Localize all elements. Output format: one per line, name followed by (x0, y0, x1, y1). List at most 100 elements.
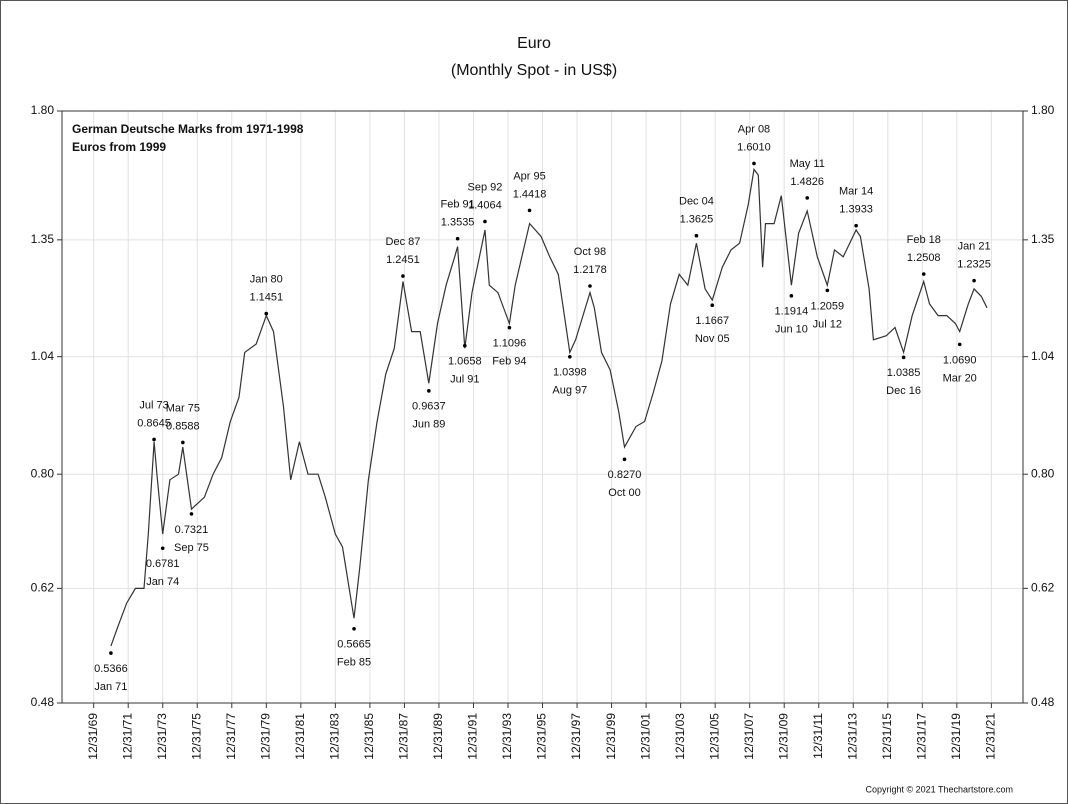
annotation-value: 1.3535 (441, 217, 475, 229)
annotation-point (622, 457, 627, 462)
y-tick-label: 0.48 (31, 695, 55, 709)
annotation-date: Dec 16 (886, 385, 921, 397)
x-tick-label: 12/31/11 (811, 713, 825, 759)
annotation-point (181, 440, 185, 445)
annotation-value: 1.3933 (839, 204, 873, 216)
annotation-point (189, 512, 194, 516)
annotation-value: 1.3625 (680, 214, 714, 226)
x-tick-label: 12/31/81 (293, 713, 307, 760)
chart-subtitle: (Monthly Spot - in US$) (451, 62, 617, 79)
annotation-point (957, 342, 962, 347)
annotation-point (483, 219, 487, 224)
x-tick-label: 12/31/93 (500, 713, 514, 760)
x-tick-label: 12/31/03 (673, 713, 687, 760)
annotation-date: Jan 74 (146, 576, 179, 588)
annotation-value: 1.4826 (790, 176, 824, 188)
x-tick-label: 12/31/79 (258, 713, 272, 760)
annotation-value: 1.0398 (553, 367, 587, 379)
y-tick-label: 0.80 (31, 466, 55, 480)
annotation-value: 0.5665 (337, 639, 371, 651)
annotation-point (694, 233, 699, 238)
y2-tick-label: 0.62 (1031, 581, 1055, 595)
x-tick-label: 12/31/99 (604, 713, 618, 760)
x-tick-label: 12/31/69 (86, 713, 100, 760)
annotation-value: 1.0385 (887, 367, 921, 379)
annotation-point (901, 355, 906, 360)
note: German Deutsche Marks from 1971-1998 (72, 122, 304, 136)
x-tick-label: 12/31/01 (638, 713, 652, 760)
annotation-value: 1.0690 (943, 354, 977, 366)
note: Euros from 1999 (72, 140, 166, 154)
annotation-date: Aug 97 (552, 385, 587, 397)
annotation-date: Jan 71 (94, 681, 127, 693)
annotation-point (264, 311, 269, 316)
annotation-date: Feb 94 (492, 356, 526, 368)
annotation-point (854, 223, 858, 228)
annotation-value: 0.7321 (175, 524, 209, 536)
annotation-value: 0.8270 (608, 469, 642, 481)
x-tick-label: 12/31/13 (845, 713, 859, 760)
x-tick-label: 12/31/87 (397, 713, 411, 760)
y-tick-label: 1.80 (31, 103, 55, 117)
annotation-point (805, 196, 810, 200)
annotation-value: 0.9637 (412, 401, 446, 413)
annotation-value: 0.6781 (146, 558, 180, 570)
y2-tick-label: 1.04 (1031, 349, 1055, 363)
y-tick-label: 1.04 (31, 349, 55, 363)
annotation-date: Sep 92 (468, 181, 503, 193)
y2-tick-label: 1.80 (1031, 103, 1055, 117)
x-tick-label: 12/31/97 (569, 713, 583, 760)
annotation-point (455, 236, 460, 241)
x-tick-label: 12/31/73 (155, 713, 169, 760)
annotation-point (588, 284, 592, 288)
x-tick-label: 12/31/09 (776, 713, 790, 760)
annotation-value: 1.1096 (493, 338, 527, 350)
annotation-point (507, 325, 512, 330)
y2-tick-label: 1.35 (1031, 232, 1055, 246)
annotation-date: Mar 14 (839, 186, 873, 198)
annotation-point (152, 437, 156, 442)
annotation-point (109, 651, 113, 655)
annotation-value: 1.1667 (695, 315, 729, 327)
annotation-point (921, 272, 926, 276)
annotation-value: 1.1451 (249, 291, 283, 303)
x-tick-label: 12/31/85 (362, 713, 376, 760)
annotation-value: 1.4064 (468, 199, 502, 211)
plot-area (61, 110, 1024, 704)
annotation-date: Nov 05 (695, 333, 730, 345)
annotation-date: Jul 73 (139, 399, 168, 411)
annotation-value: 0.8645 (137, 417, 171, 429)
annotation-value: 1.2508 (907, 252, 941, 264)
annotation-value: 1.4418 (513, 188, 547, 200)
chart-title: Euro (517, 35, 551, 52)
annotation-value: 0.8588 (166, 420, 200, 432)
price-line (110, 167, 988, 647)
annotation-date: Jul 12 (813, 318, 842, 330)
annotation-date: Sep 75 (174, 542, 209, 554)
x-tick-label: 12/31/71 (120, 713, 134, 760)
annotation-point (463, 343, 467, 348)
annotation-date: Feb 91 (440, 199, 474, 211)
annotation-point (825, 288, 830, 293)
x-tick-label: 12/31/91 (466, 713, 480, 760)
copyright: Copyright © 2021 Thechartstore.com (865, 784, 1013, 794)
annotation-date: Feb 85 (337, 657, 371, 669)
x-tick-label: 12/31/07 (742, 713, 756, 760)
annotation-value: 1.2325 (957, 259, 991, 271)
annotation-date: Feb 18 (907, 234, 941, 246)
x-tick-label: 12/31/15 (880, 713, 894, 760)
annotation-date: Jul 91 (450, 374, 479, 386)
x-tick-label: 12/31/19 (949, 713, 963, 760)
y-tick-label: 0.62 (31, 581, 55, 595)
annotation-point (427, 389, 431, 393)
annotation-point (401, 274, 405, 278)
y-tick-label: 1.35 (31, 232, 55, 246)
annotation-date: Oct 00 (608, 487, 640, 499)
annotation-point (710, 303, 715, 308)
annotation-point (752, 161, 756, 166)
annotation-date: Mar 20 (943, 372, 977, 384)
x-tick-label: 12/31/17 (914, 713, 928, 760)
annotation-point (527, 208, 532, 213)
annotation-date: Oct 98 (574, 246, 606, 258)
